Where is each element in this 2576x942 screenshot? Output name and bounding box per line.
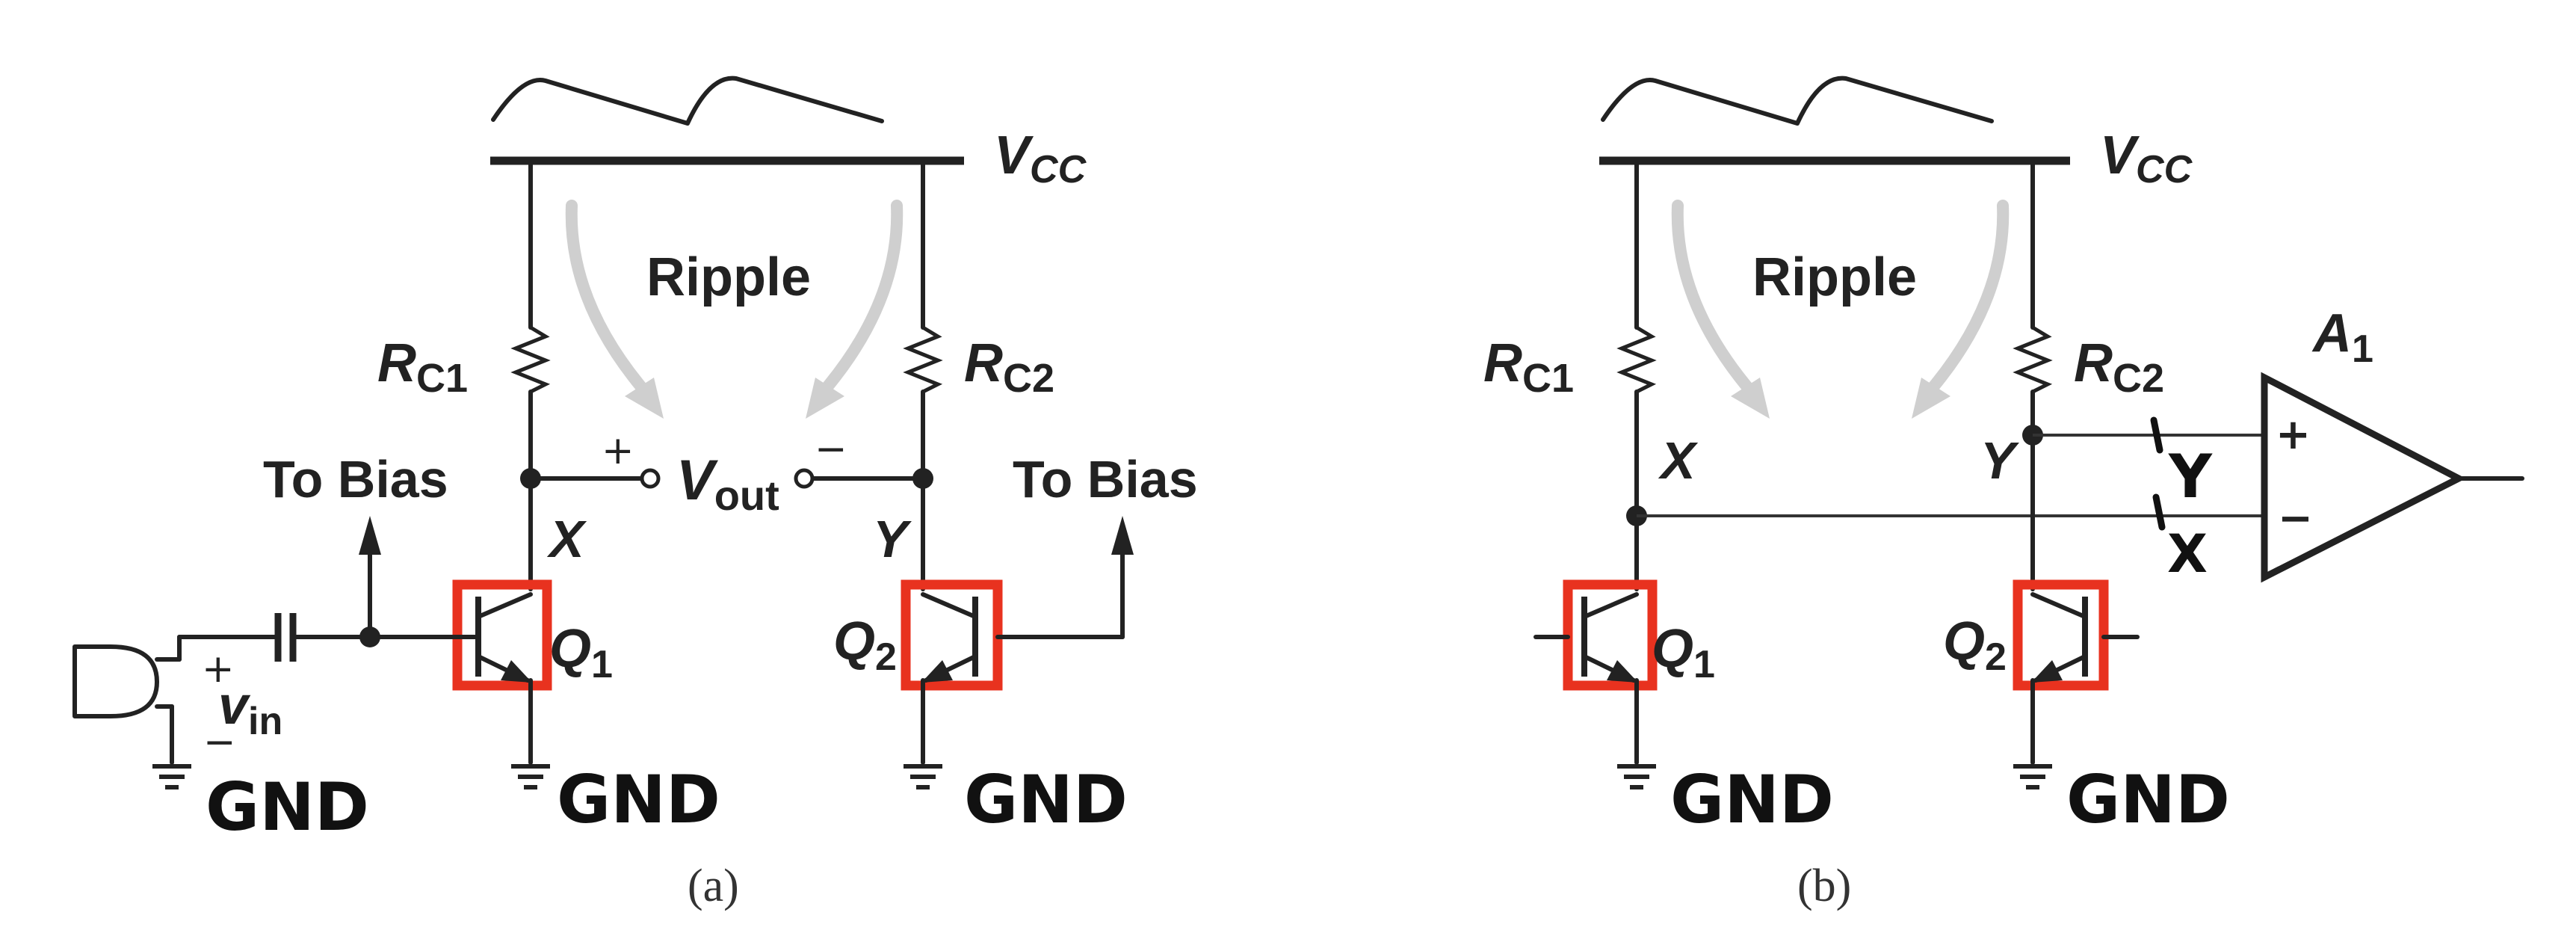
ripple-arrow-right-b	[1926, 200, 2010, 395]
amp-minus-input-label: −	[2278, 494, 2313, 543]
caption-b: (b)	[1797, 861, 1851, 911]
ground-symbol-q1-a	[511, 766, 550, 787]
q1-label-a: Q1	[549, 619, 613, 686]
amp-a1-label: A1	[2311, 304, 2373, 371]
q2-emitter-arrow-b	[2031, 660, 2063, 683]
ripple-arrowhead-left-b	[1731, 378, 1770, 419]
vcc-label-b: VCC	[2100, 126, 2193, 191]
ripple-arrow-right-a	[820, 200, 904, 395]
q2-highlight-box-a	[901, 579, 1003, 691]
to-bias-left-label-a: To Bias	[263, 450, 448, 508]
resistor-rc1-b	[1616, 325, 1657, 394]
gnd-label-q1-b: GND	[1670, 761, 1834, 838]
ripple-label-a: Ripple	[646, 247, 811, 307]
circuit-a: VCC Ripple RC1 + Vout X To Bias Q1	[72, 76, 1198, 911]
resistor-rc2-b	[2013, 325, 2053, 394]
rc2-label-b: RC2	[2074, 333, 2164, 401]
amplifier-a1	[2261, 372, 2466, 583]
node-x-label-a: X	[546, 510, 587, 568]
q2-collector-b	[2030, 592, 2087, 619]
vcc-label-a: VCC	[994, 126, 1087, 191]
q2-collector-a	[921, 592, 977, 619]
caption-a: (a)	[688, 861, 739, 911]
ripple-arrow-left-a	[565, 200, 649, 395]
ripple-arrowhead-right-b	[1912, 378, 1950, 419]
rc2-label-a: RC2	[964, 333, 1054, 401]
vout-minus-sign-a: −	[815, 427, 847, 472]
node-y-label-a: Y	[873, 510, 912, 568]
resistor-rc2-a	[903, 325, 943, 394]
tag-y-label-b: Y	[2168, 442, 2213, 511]
bias-arrow-right-a	[1111, 516, 1134, 555]
ripple-waveform-b	[1601, 76, 1994, 126]
vin-minus-sign-a: −	[203, 720, 236, 765]
q1-emitter-arrow-b	[1607, 660, 1638, 683]
node-y-label-b: Y	[1980, 431, 2019, 490]
amp-plus-input-label: +	[2276, 410, 2311, 459]
vin-plus-sign-a: +	[202, 647, 235, 692]
ground-symbol-q2-a	[904, 766, 942, 787]
signal-source-a	[72, 644, 159, 718]
ripple-label-b: Ripple	[1752, 247, 1917, 307]
gnd-label-q2-a: GND	[964, 761, 1128, 838]
gnd-label-q1-a: GND	[557, 761, 720, 838]
tag-x-label-b: X	[2167, 523, 2208, 585]
vout-plus-sign-a: +	[602, 428, 634, 473]
to-bias-right-label-a: To Bias	[1013, 450, 1198, 508]
ripple-arrowhead-right-a	[806, 378, 844, 419]
ripple-arrowhead-left-a	[625, 378, 664, 419]
gnd-label-source-a: GND	[206, 769, 369, 846]
gnd-label-q2-b: GND	[2066, 761, 2230, 838]
q1-label-b: Q1	[1652, 619, 1715, 686]
ground-symbol-source-a	[152, 766, 191, 787]
rc1-label-a: RC1	[377, 333, 468, 401]
vout-minus-terminal-a	[794, 468, 815, 489]
ground-symbol-q1-b	[1617, 766, 1656, 787]
q1-collector-a	[476, 592, 533, 619]
q2-label-a: Q2	[833, 612, 897, 679]
tag-mark-y-b	[2150, 416, 2163, 454]
bias-arrow-left-a	[359, 516, 381, 555]
circuit-b: VCC Ripple RC1 X Q1 RC2 Y	[1483, 76, 2524, 911]
q1-emitter-arrow-a	[501, 660, 532, 683]
q2-emitter-arrow-a	[921, 660, 953, 683]
tag-mark-x-b	[2152, 493, 2166, 531]
q2-label-b: Q2	[1943, 612, 2007, 679]
resistor-rc1-a	[510, 325, 551, 394]
vout-label-a: Vout	[676, 449, 779, 519]
vin-label-a: vin	[218, 676, 282, 743]
ground-symbol-q2-b	[2013, 766, 2052, 787]
ripple-waveform-a	[491, 76, 884, 126]
q1-collector-b	[1582, 592, 1639, 619]
rc1-label-b: RC1	[1483, 333, 1574, 401]
ripple-arrow-left-b	[1671, 200, 1755, 395]
vout-plus-terminal-a	[640, 468, 661, 489]
node-x-label-b: X	[1658, 431, 1699, 490]
